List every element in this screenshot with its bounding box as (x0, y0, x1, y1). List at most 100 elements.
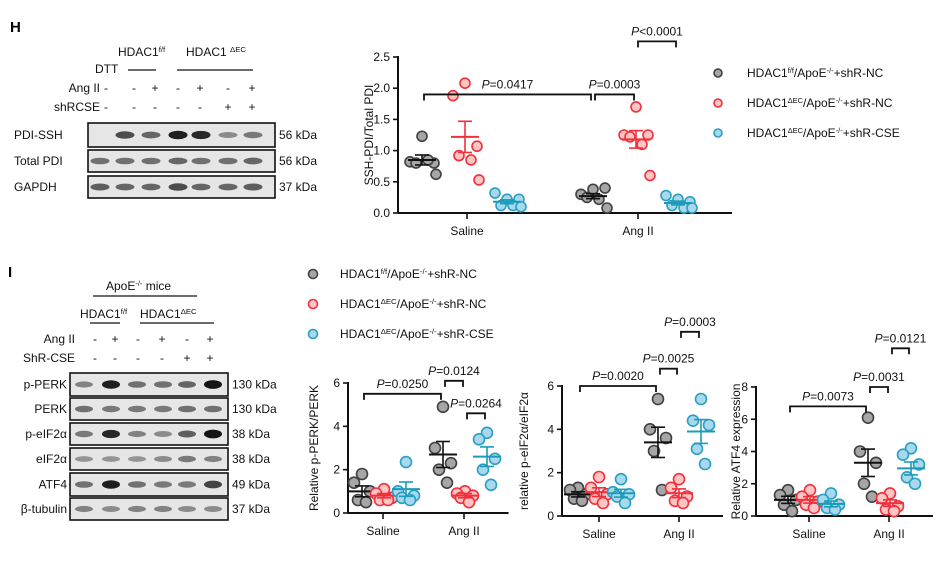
protein-band (128, 481, 146, 488)
y-tick-label: 0 (547, 509, 554, 523)
data-point (824, 487, 838, 500)
legend-marker (713, 128, 723, 138)
y-tick-label: 0.0 (373, 206, 390, 220)
y-tick-label: 2 (333, 463, 340, 477)
row-label: GAPDH (14, 180, 57, 194)
protein-band (218, 132, 238, 138)
text-part: +shR-NC (437, 297, 487, 311)
p-value-label: P=0.0020 (592, 369, 644, 383)
protein-band (102, 405, 120, 413)
p-symbol: P (853, 370, 861, 384)
superscript: -/- (429, 327, 437, 336)
superscript: -/- (429, 297, 437, 306)
protein-band (168, 157, 188, 165)
condition-sign: + (248, 100, 255, 114)
condition-sign: - (176, 100, 180, 114)
protein-band (243, 157, 263, 165)
condition-sign: - (93, 351, 97, 365)
significance-bracket (466, 412, 486, 420)
data-point (672, 472, 686, 486)
text-part: HDAC1 (80, 307, 121, 321)
protein-band (168, 130, 188, 140)
p-symbol: P (589, 77, 597, 91)
data-point (676, 496, 690, 510)
p-value: =0.0020 (600, 369, 644, 383)
p-symbol: P (428, 364, 436, 378)
data-point (643, 423, 657, 436)
condition-sign: + (196, 81, 203, 95)
legend-entry: HDAC1ΔEC/ApoE-/-+shR-CSE (340, 327, 494, 342)
text-part: /ApoE (803, 96, 836, 110)
x-tick-label: Saline (582, 527, 616, 541)
condition-sign: - (104, 100, 108, 114)
row-label: eIF2α (36, 452, 67, 466)
protein-band (154, 456, 172, 462)
superscript: ΔEC (381, 327, 397, 336)
p-value-label: P=0.0031 (853, 370, 905, 384)
y-tick-label: 8 (741, 380, 748, 394)
data-point (599, 182, 611, 194)
blot-strip (69, 422, 229, 446)
protein-band (178, 481, 196, 488)
significance-bracket (869, 386, 889, 393)
superscript: f/f (121, 307, 128, 316)
protein-band (141, 157, 161, 165)
y-axis-label: SSH-PDI/Total PDI (362, 85, 376, 186)
condition-sign: - (136, 351, 140, 365)
protein-band (154, 505, 172, 513)
text-part: +shR-NC (427, 267, 477, 281)
protein-band (178, 455, 196, 463)
protein-band (204, 405, 222, 413)
protein-band (75, 481, 93, 488)
text-part: HDAC1 (747, 126, 788, 140)
data-point (686, 414, 700, 427)
p-value: =0.0124 (436, 364, 480, 378)
p-value: =0.0073 (810, 389, 854, 403)
y-tick-label: 2 (741, 477, 748, 491)
protein-band (75, 505, 93, 513)
protein-band (102, 480, 120, 489)
y-tick-label: 1.0 (373, 144, 390, 158)
text-part: +shR-NC (834, 66, 884, 80)
molecular-weight-label: 38 kDa (232, 427, 270, 441)
protein-band (191, 130, 211, 140)
data-point (908, 477, 922, 491)
molecular-weight-label: 49 kDa (232, 478, 270, 492)
p-value: =0.0003 (597, 77, 641, 91)
legend-entry: HDAC1ΔEC/ApoE-/-+shR-CSE (747, 126, 900, 141)
data-point (644, 169, 656, 182)
text-part: /ApoE (397, 327, 430, 341)
p-value: =0.0003 (672, 315, 716, 329)
y-tick-label: 4 (547, 422, 554, 436)
protein-band (178, 381, 196, 388)
p-value: =0.0031 (861, 370, 905, 384)
row-label: p-eIF2α (25, 427, 67, 441)
protein-band (168, 183, 188, 191)
p-value-label: P=0.0124 (428, 364, 480, 378)
condition-sign: - (93, 332, 97, 346)
data-point (690, 442, 704, 456)
protein-band (90, 157, 110, 165)
p-value: =0.0121 (883, 331, 927, 345)
protein-band (141, 131, 161, 139)
row-label: Total PDI (14, 154, 63, 168)
data-point (359, 495, 373, 509)
row-label: PERK (34, 402, 67, 416)
data-point (472, 433, 486, 446)
protein-band (75, 381, 93, 388)
p-value-label: P=0.0003 (589, 77, 641, 91)
condition-sign: - (136, 332, 140, 346)
protein-band (102, 456, 120, 462)
protein-band (75, 430, 93, 438)
protein-band (102, 380, 120, 389)
p-value: =0.0264 (458, 396, 502, 410)
condition-sign: - (226, 81, 230, 95)
data-point (428, 441, 442, 455)
y-tick-label: 4 (741, 445, 748, 459)
data-point (785, 504, 799, 518)
data-point (624, 131, 636, 143)
y-tick-label: 0 (333, 506, 340, 520)
p-symbol: P (664, 315, 672, 329)
text-part: /ApoE (397, 297, 430, 311)
